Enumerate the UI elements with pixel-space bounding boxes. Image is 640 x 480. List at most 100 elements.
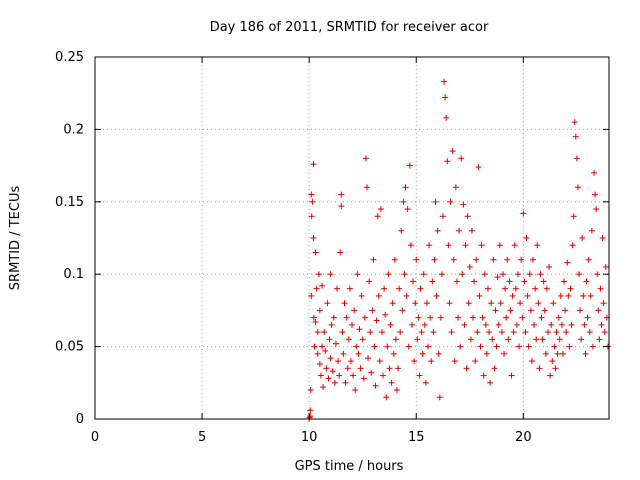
data-point: [581, 321, 588, 328]
data-point: [313, 285, 320, 292]
data-point: [414, 336, 421, 343]
data-point: [481, 271, 488, 278]
data-point: [440, 213, 447, 220]
data-point: [488, 300, 495, 307]
data-point: [484, 285, 491, 292]
data-point: [592, 191, 599, 198]
data-point: [598, 321, 605, 328]
data-point: [579, 235, 586, 241]
data-point: [422, 379, 429, 386]
data-point: [403, 292, 410, 299]
data-point: [399, 307, 406, 314]
data-point: [443, 114, 450, 121]
data-point: [410, 278, 417, 285]
data-point: [377, 206, 384, 213]
data-point: [569, 242, 576, 249]
data-point: [346, 285, 353, 292]
data-point: [402, 184, 409, 191]
data-point: [542, 350, 549, 357]
data-point: [351, 307, 358, 314]
data-point: [475, 164, 482, 171]
data-point: [511, 242, 518, 249]
data-point: [503, 314, 510, 321]
data-point: [478, 242, 485, 249]
data-point: [566, 343, 573, 350]
data-point: [431, 256, 438, 263]
data-point: [529, 256, 536, 263]
data-point: [520, 210, 527, 217]
data-point: [413, 256, 420, 263]
data-point: [510, 329, 517, 336]
data-point: [356, 326, 363, 333]
data-point: [317, 372, 324, 379]
data-point: [538, 314, 545, 321]
data-point: [565, 292, 572, 299]
data-point: [492, 307, 499, 314]
data-point: [398, 227, 405, 234]
data-point: [523, 235, 530, 241]
data-point: [340, 350, 347, 357]
data-point: [361, 314, 368, 321]
gridlines: [95, 57, 609, 419]
data-point: [467, 336, 474, 343]
data-point: [408, 321, 415, 328]
data-point: [319, 282, 326, 289]
data-point: [315, 271, 322, 278]
data-point: [546, 263, 553, 270]
data-point: [396, 285, 403, 292]
data-point: [366, 278, 373, 285]
data-point: [327, 355, 334, 362]
data-point: [418, 329, 425, 336]
data-point: [593, 206, 600, 213]
data-point: [316, 307, 323, 314]
data-point: [548, 321, 555, 328]
data-point: [445, 242, 452, 249]
data-point: [456, 227, 463, 234]
data-point: [415, 314, 422, 321]
data-point: [436, 394, 443, 401]
data-point: [404, 206, 411, 213]
data-point: [374, 213, 381, 220]
data-point: [334, 285, 341, 292]
data-point: [466, 263, 473, 270]
data-point: [343, 314, 350, 321]
data-point: [535, 300, 542, 307]
data-point: [507, 307, 514, 314]
x-tick-label: 10: [301, 430, 318, 445]
data-point: [376, 358, 383, 365]
data-point: [495, 321, 502, 328]
data-point: [323, 365, 330, 372]
data-point: [493, 343, 500, 350]
data-point: [555, 314, 562, 321]
data-point: [359, 336, 366, 343]
data-point: [571, 119, 578, 126]
data-point: [370, 256, 377, 263]
data-point: [532, 285, 539, 292]
data-point: [319, 343, 326, 350]
data-point: [587, 292, 594, 299]
data-point: [380, 372, 387, 379]
data-point: [326, 336, 333, 343]
data-point: [365, 355, 372, 362]
x-tick-label: 5: [198, 430, 206, 445]
data-point: [602, 263, 609, 270]
data-point: [328, 321, 335, 328]
data-point: [563, 329, 570, 336]
data-point: [341, 300, 348, 307]
data-point: [524, 292, 531, 299]
data-point: [461, 321, 468, 328]
data-point: [582, 350, 589, 357]
data-point: [599, 235, 606, 241]
data-point: [314, 329, 321, 336]
data-point: [489, 336, 496, 343]
data-point: [472, 358, 479, 365]
data-point: [476, 292, 483, 299]
data-point: [378, 329, 385, 336]
data-point: [384, 343, 391, 350]
data-point: [390, 350, 397, 357]
data-point: [342, 379, 349, 386]
data-point: [308, 191, 315, 198]
data-point: [452, 184, 459, 191]
data-point: [594, 271, 601, 278]
